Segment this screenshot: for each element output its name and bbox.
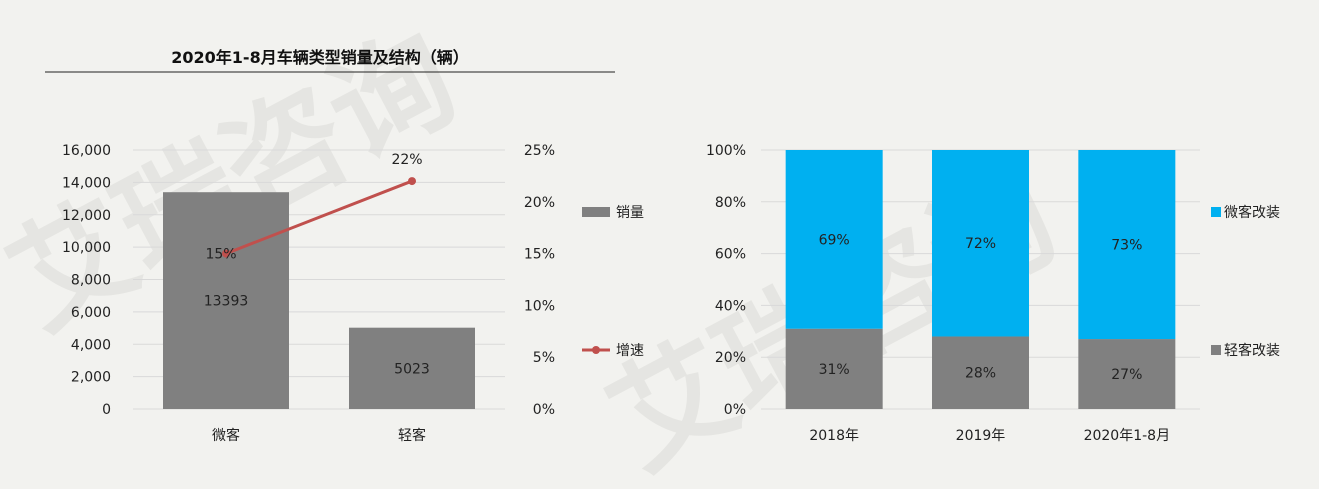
segment-data-label: 72% [965, 236, 996, 252]
y-tick-label: 2,000 [71, 370, 111, 386]
y-tick-label: 16,000 [62, 143, 111, 159]
stacked-bar-segment [932, 336, 1029, 409]
left-chart: 0 2,000 4,000 6,000 8,000 10,000 12,000 14,000 1… [62, 143, 644, 444]
chart-title: 2020年1-8月车辆类型销量及结构（辆） [171, 48, 468, 67]
legend-swatch-sales [582, 207, 610, 217]
segment-data-label: 31% [819, 362, 850, 378]
y-tick-label: 6,000 [71, 305, 111, 321]
bar [349, 327, 475, 409]
stacked-bar-segment [785, 328, 883, 409]
growth-point [408, 177, 416, 186]
y-tick-label: 20% [715, 350, 746, 366]
x-category-label: 2020年1-8月 [1084, 428, 1171, 444]
y-tick-label: 40% [715, 298, 746, 314]
growth-data-label: 15% [205, 247, 236, 263]
legend-label-growth: 增速 [616, 343, 644, 359]
segment-data-label: 73% [1111, 238, 1142, 254]
growth-line [225, 179, 413, 255]
y-tick-label: 100% [706, 143, 746, 159]
y2-tick-label: 25% [524, 143, 555, 159]
segment-data-label: 27% [1111, 367, 1142, 383]
y2-tick-label: 15% [524, 247, 555, 263]
y2-tick-label: 0% [533, 402, 555, 418]
bar-data-label: 5023 [394, 361, 430, 377]
legend-marker-growth [592, 346, 600, 354]
y-tick-label: 0% [724, 402, 746, 418]
legend-label-micro: 微客改装 [1224, 204, 1280, 221]
right-chart: 0% 20% 40% 60% 80% 100% 31% 69% 2018年 28% 72% 2019年… [706, 143, 1280, 444]
bar [163, 192, 289, 409]
x-category-label: 2018年 [809, 428, 859, 444]
stacked-bar-segment [785, 150, 883, 329]
stacked-bar-segment [1078, 339, 1176, 409]
y-tick-label: 4,000 [71, 337, 111, 353]
bar-data-label: 13393 [204, 294, 249, 310]
segment-data-label: 28% [965, 366, 996, 382]
y-tick-label: 14,000 [62, 175, 111, 191]
x-category-label: 2019年 [956, 428, 1006, 444]
stacked-bar-segment [932, 150, 1029, 337]
legend-swatch-light [1211, 345, 1221, 355]
y-tick-label: 0 [102, 402, 111, 418]
growth-data-label: 22% [391, 152, 422, 168]
stacked-bar-segment [1078, 150, 1176, 340]
y-tick-label: 10,000 [62, 240, 111, 256]
y2-tick-label: 20% [524, 195, 555, 211]
legend-swatch-micro [1211, 207, 1221, 217]
growth-point [222, 249, 230, 258]
y-tick-label: 8,000 [71, 273, 111, 289]
x-category-label: 微客 [212, 427, 240, 444]
y-tick-label: 60% [715, 247, 746, 263]
legend-label-light: 轻客改装 [1224, 342, 1280, 359]
y-tick-label: 80% [715, 195, 746, 211]
y2-tick-label: 5% [533, 350, 555, 366]
x-category-label: 轻客 [398, 427, 426, 444]
y-tick-label: 12,000 [62, 208, 111, 224]
legend-label-sales: 销量 [616, 205, 644, 221]
y2-tick-label: 10% [524, 298, 555, 314]
segment-data-label: 69% [819, 232, 850, 248]
